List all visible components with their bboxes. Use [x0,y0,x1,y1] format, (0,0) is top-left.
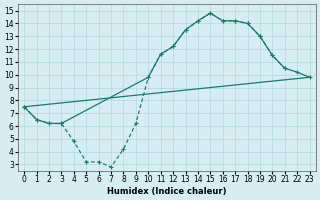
X-axis label: Humidex (Indice chaleur): Humidex (Indice chaleur) [107,187,227,196]
